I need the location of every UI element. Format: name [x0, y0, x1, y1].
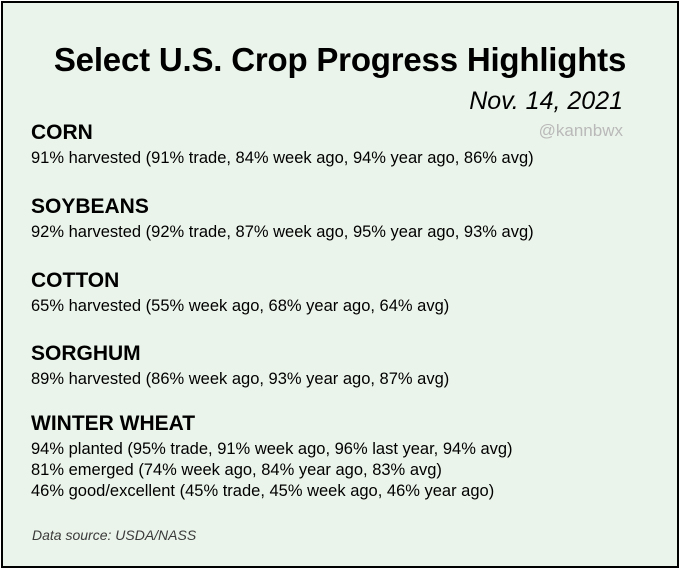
- crop-name: COTTON: [31, 269, 120, 292]
- crop-stat-line: 94% planted (95% trade, 91% week ago, 96…: [31, 440, 513, 458]
- section-sorghum: SORGHUM 89% harvested (86% week ago, 93%…: [31, 341, 449, 390]
- crop-name: SORGHUM: [31, 342, 141, 365]
- crop-name: SOYBEANS: [31, 195, 149, 218]
- section-corn: CORN 91% harvested (91% trade, 84% week …: [31, 120, 534, 169]
- crop-stat-line: 65% harvested (55% week ago, 68% year ag…: [31, 297, 450, 315]
- section-winter-wheat: WINTER WHEAT 94% planted (95% trade, 91%…: [31, 411, 513, 502]
- crop-stat-line: 89% harvested (86% week ago, 93% year ag…: [31, 370, 450, 388]
- crop-stat-line: 91% harvested (91% trade, 84% week ago, …: [31, 149, 534, 167]
- section-soybeans: SOYBEANS 92% harvested (92% trade, 87% w…: [31, 194, 534, 243]
- report-date: Nov. 14, 2021: [469, 87, 623, 115]
- crop-name: CORN: [31, 121, 93, 144]
- section-cotton: COTTON 65% harvested (55% week ago, 68% …: [31, 268, 449, 317]
- author-handle: @kannbwx: [538, 121, 623, 140]
- data-source-note: Data source: USDA/NASS: [32, 527, 197, 543]
- crop-name: WINTER WHEAT: [31, 412, 196, 435]
- page-title: Select U.S. Crop Progress Highlights: [53, 41, 627, 78]
- crop-stat-line: 81% emerged (74% week ago, 84% year ago,…: [31, 461, 442, 479]
- crop-stat-line: 46% good/excellent (45% trade, 45% week …: [31, 482, 495, 500]
- crop-stat-line: 92% harvested (92% trade, 87% week ago, …: [31, 223, 534, 241]
